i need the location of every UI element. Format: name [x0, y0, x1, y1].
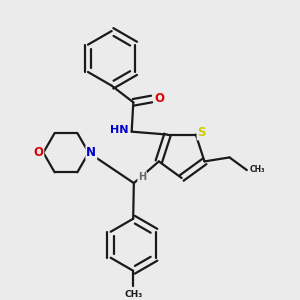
Text: HN: HN	[110, 125, 128, 135]
Text: O: O	[33, 146, 43, 159]
Text: CH₃: CH₃	[250, 165, 265, 174]
Text: S: S	[197, 126, 206, 140]
Text: N: N	[86, 146, 96, 159]
Text: O: O	[154, 92, 164, 105]
Text: CH₃: CH₃	[124, 290, 142, 298]
Text: H: H	[138, 172, 146, 182]
